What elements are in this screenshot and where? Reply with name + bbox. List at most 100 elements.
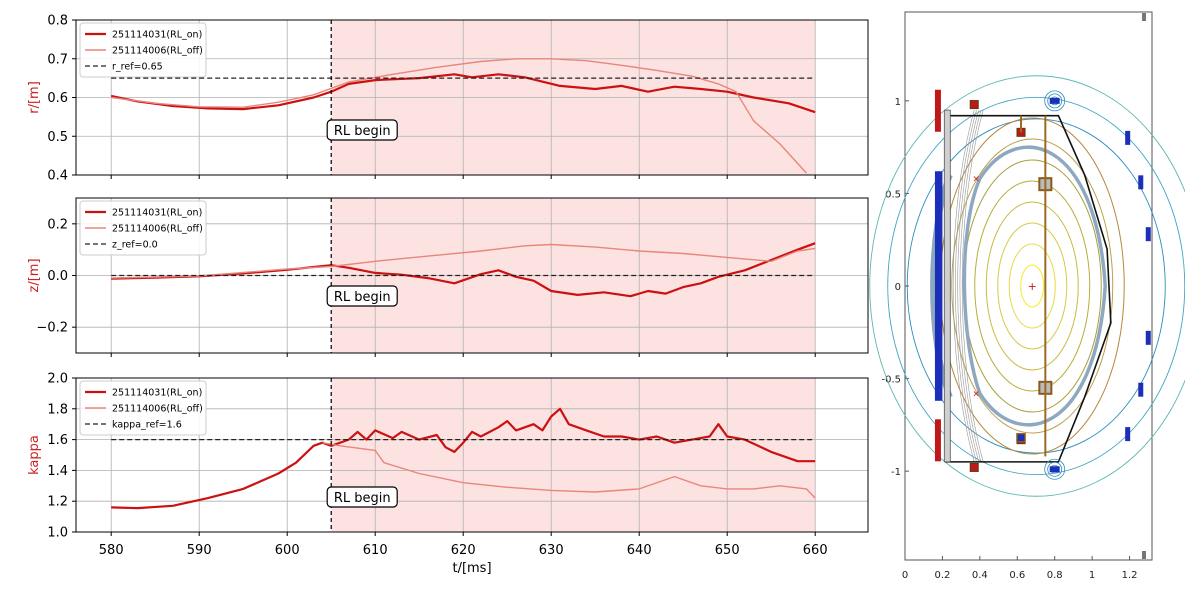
y-tick-label: 1.2 — [47, 495, 68, 510]
legend-label: z_ref=0.0 — [112, 240, 158, 251]
y-tick-label: −0.2 — [36, 321, 68, 336]
series-line-off — [111, 243, 816, 279]
y-axis-label: kappa — [27, 435, 42, 475]
series-line-on — [111, 407, 816, 510]
corner-marker-top — [1142, 13, 1146, 21]
x-axis-label: t/[ms] — [452, 561, 491, 576]
x-tick-label: 660 — [803, 543, 828, 558]
panel-3: 1.0 1.2 1.4 1.6 1.8 2.0 kappa 580 590 600 610 620 63… — [27, 372, 869, 576]
y-tick-label: 0.7 — [47, 52, 68, 67]
pf-coil-far — [1125, 427, 1131, 442]
legend: 251114031(RL_on) 251114006(RL_off) z_ref=0… — [79, 200, 207, 256]
sol-field-line — [959, 110, 982, 462]
magnetic-axis-marker: + — [1028, 280, 1037, 293]
panel-1: 0.4 0.5 0.6 0.7 0.8 r/[m] RL begin 251114031(RL… — [27, 14, 869, 184]
rl-begin-box — [326, 119, 398, 141]
legend: 251114031(RL_on) 251114006(RL_off) kappa_r… — [79, 380, 207, 436]
corner-marker-bottom — [1142, 551, 1146, 559]
x-tick-label: 600 — [275, 543, 300, 558]
pf-coil-small-blue — [1016, 433, 1026, 443]
flux-contour-outer — [869, 75, 1185, 497]
pf-coil-upper — [934, 89, 941, 132]
y-tick-label: 0.8 — [47, 14, 68, 29]
y-tick-label: 2.0 — [47, 372, 68, 387]
x-tick-label: 590 — [187, 543, 212, 558]
flux-surface — [974, 180, 1091, 392]
flux-surface — [951, 138, 1114, 434]
flux-surface — [997, 222, 1068, 350]
x-point-marker: × — [972, 389, 980, 399]
pf-coil-far — [1145, 330, 1151, 345]
eq-y-tick-label: -1 — [891, 467, 901, 478]
rl-begin-box — [326, 285, 398, 307]
x-tick-label: 630 — [539, 543, 564, 558]
legend-label: 251114006(RL_off) — [112, 224, 203, 235]
eq-x-tick-label: 1 — [1089, 570, 1095, 581]
flux-surface — [985, 201, 1079, 371]
pf-coil-ring — [1047, 93, 1063, 109]
axes-frame — [75, 377, 869, 533]
y-tick-label: 1.0 — [47, 526, 68, 541]
eq-x-tick-label: 0 — [902, 570, 908, 581]
pf-coil-outer — [1049, 97, 1060, 104]
pf-coil-ring — [1044, 458, 1066, 480]
series-line-off — [111, 58, 807, 174]
pf-coil-lower — [934, 419, 941, 462]
y-tick-label: 0.6 — [47, 91, 68, 106]
y-tick-label: 1.4 — [47, 464, 68, 479]
x-tick-label: 610 — [363, 543, 388, 558]
y-axis-label: z/[m] — [27, 258, 42, 292]
pf-coil-small — [969, 462, 979, 472]
eq-x-tick-label: 0.6 — [1009, 570, 1025, 581]
eq-x-tick-label: 0.4 — [972, 570, 988, 581]
flux-surface — [1008, 243, 1056, 329]
center-stack-armor — [943, 109, 951, 463]
y-tick-label: 0.5 — [47, 130, 68, 145]
x-point-marker: × — [972, 175, 980, 185]
equilibrium-cross-section: 0 0.2 0.4 0.6 0.8 1 1.2 1 0.5 0 -0.5 -1 × × + — [869, 11, 1185, 581]
y-axis-label: r/[m] — [27, 81, 42, 114]
vessel-wall — [945, 114, 1112, 463]
legend: 251114031(RL_on) 251114006(RL_off) r_ref=0… — [79, 22, 207, 78]
series-line-off — [322, 442, 816, 499]
sol-field-line — [957, 110, 980, 462]
flux-contour-outer — [906, 118, 1166, 454]
pf-coil-far — [1145, 227, 1151, 242]
rl-shaded-region — [331, 378, 816, 532]
x-tick-label: 580 — [99, 543, 124, 558]
inner-wall-band — [930, 173, 953, 399]
pf-coil-far — [1125, 130, 1131, 145]
pf-coil-ring — [1044, 90, 1066, 112]
rl-begin-label: RL begin — [334, 491, 391, 506]
legend-label: r_ref=0.65 — [112, 62, 163, 73]
legend-label: 251114006(RL_off) — [112, 46, 203, 57]
eq-y-tick-label: 0.5 — [885, 189, 901, 200]
pf-coil-small — [969, 100, 979, 110]
x-tick-label: 620 — [451, 543, 476, 558]
pf-coil-outer — [1049, 466, 1060, 473]
legend-label: kappa_ref=1.6 — [112, 420, 182, 431]
series-line-on — [110, 73, 816, 114]
legend-label: 251114031(RL_on) — [112, 30, 202, 41]
sol-field-line — [952, 110, 975, 462]
rl-begin-label: RL begin — [334, 124, 391, 139]
time-trace-panels: 0.4 0.5 0.6 0.7 0.8 r/[m] RL begin 251114031(RL… — [27, 14, 869, 576]
eq-y-tick-label: 0 — [895, 282, 901, 293]
flux-surface — [1020, 264, 1045, 308]
eq-x-tick-label: 0.2 — [934, 570, 950, 581]
y-tick-label: 1.8 — [47, 402, 68, 417]
pf-coil-ring — [1047, 461, 1063, 477]
legend-label: 251114031(RL_on) — [112, 388, 202, 399]
eq-y-tick-label: -0.5 — [881, 375, 901, 386]
legend-box — [79, 380, 207, 436]
sol-field-line — [961, 110, 984, 462]
eq-x-tick-label: 1.2 — [1122, 570, 1138, 581]
central-solenoid — [934, 171, 943, 401]
panel-2: −0.20.00.2z/[m]RL begin251114031(RL_on)2… — [27, 197, 869, 357]
legend-label: 251114031(RL_on) — [112, 208, 202, 219]
rl-begin-label: RL begin — [334, 290, 391, 305]
eq-y-tick-label: 1 — [895, 97, 901, 108]
pf-coil-far — [1138, 382, 1144, 397]
legend-label: 251114006(RL_off) — [112, 404, 203, 415]
